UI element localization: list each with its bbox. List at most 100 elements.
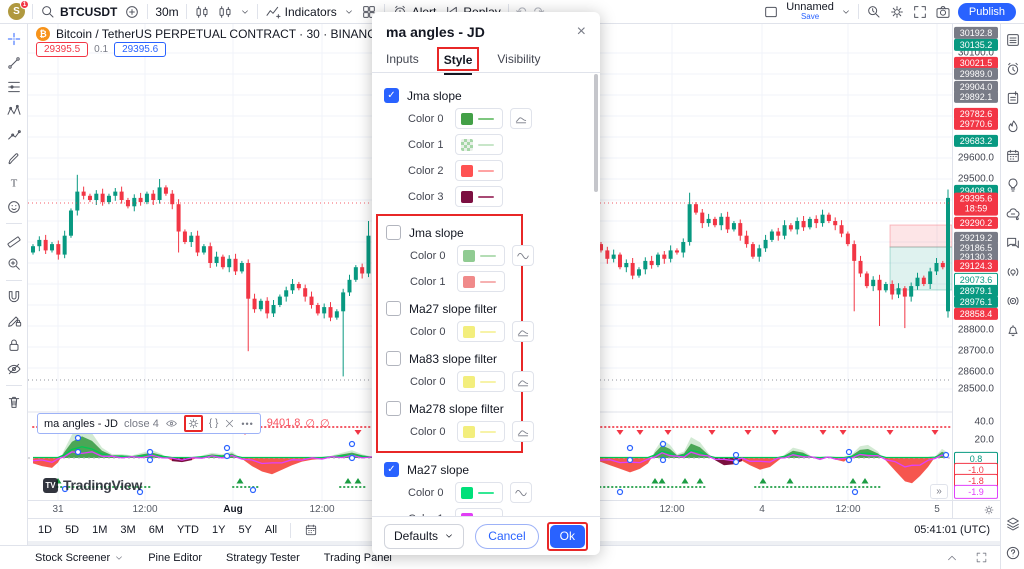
line-style-area-button[interactable]: [512, 371, 534, 392]
color-swatch-button[interactable]: [457, 371, 505, 392]
line-style-wave-button[interactable]: [512, 245, 534, 266]
emoji-tool[interactable]: [6, 199, 22, 215]
lock-all-tool[interactable]: [6, 337, 22, 353]
range-5Y[interactable]: 5Y: [238, 524, 252, 536]
ruler-tool[interactable]: [6, 232, 22, 248]
color-swatch-button[interactable]: [455, 160, 503, 181]
range-1Y[interactable]: 1Y: [211, 524, 226, 536]
watchlist-icon[interactable]: [1005, 32, 1021, 48]
chat-icon[interactable]: [1005, 235, 1021, 251]
indicators-button[interactable]: Indicators: [265, 4, 337, 20]
broadcast-icon[interactable]: [1005, 264, 1021, 280]
crosshair-tool[interactable]: [6, 31, 22, 47]
notes-icon[interactable]: [1005, 90, 1021, 106]
color-swatch-button[interactable]: [457, 321, 505, 342]
layout-save-control[interactable]: Unnamed Save: [786, 2, 834, 21]
symbol-search-button[interactable]: BTCUSDT: [40, 4, 117, 20]
remove-indicator-icon[interactable]: [224, 418, 235, 429]
interval-button[interactable]: 30m: [155, 4, 179, 19]
publish-button[interactable]: Publish: [957, 2, 1016, 21]
undo-icon[interactable]: ↶: [515, 3, 527, 19]
line-style-area-button[interactable]: [510, 108, 532, 129]
sell-price-button[interactable]: 29395.5: [36, 42, 89, 57]
checkbox-jma-slope[interactable]: [386, 225, 401, 240]
color-swatch-button[interactable]: [455, 508, 503, 516]
object-tree-icon[interactable]: [1005, 516, 1021, 532]
chevron-down-icon[interactable]: [841, 7, 851, 17]
line-style-area-button[interactable]: [512, 421, 534, 442]
trash-tool[interactable]: [6, 394, 22, 410]
checkbox-ma27-slope[interactable]: ✓: [384, 462, 399, 477]
scale-gear-icon[interactable]: [983, 504, 995, 516]
settings-gear-icon[interactable]: [889, 4, 905, 20]
compare-add-symbol-icon[interactable]: [124, 4, 140, 20]
quick-search-icon[interactable]: [866, 4, 882, 20]
range-5D[interactable]: 5D: [65, 524, 80, 536]
range-3M[interactable]: 3M: [120, 524, 136, 536]
indicator-legend-box[interactable]: ma angles - JD close 4 { } •••: [37, 413, 261, 434]
alerts-clock-icon[interactable]: [1005, 61, 1021, 77]
defaults-dropdown[interactable]: Defaults: [384, 523, 465, 549]
tab-inputs[interactable]: Inputs: [386, 52, 419, 66]
checkbox-ma83-slope-filter[interactable]: [386, 351, 401, 366]
snapshot-camera-icon[interactable]: [935, 4, 951, 20]
bell-icon[interactable]: [1005, 322, 1021, 338]
forecast-tool[interactable]: [6, 127, 22, 143]
bottom-tab-pine-editor[interactable]: Pine Editor: [148, 551, 203, 564]
range-6M[interactable]: 6M: [148, 524, 164, 536]
eye-icon[interactable]: [165, 417, 178, 430]
more-options-icon[interactable]: •••: [241, 418, 254, 429]
buy-price-button[interactable]: 29395.6: [114, 42, 167, 57]
dialog-scrollbar[interactable]: [594, 74, 598, 192]
chevron-down-icon[interactable]: [344, 7, 354, 17]
bottom-tab-stock-screener[interactable]: Stock Screener: [35, 552, 124, 564]
panel-expand-chevron-icon[interactable]: [945, 551, 959, 565]
layout-icon[interactable]: [763, 4, 779, 20]
hotlists-icon[interactable]: [1005, 119, 1021, 135]
drawing-pencil-lock-tool[interactable]: [6, 313, 22, 329]
indicator-templates-icon[interactable]: [361, 4, 377, 20]
cancel-button[interactable]: Cancel: [475, 523, 539, 549]
line-style-area-button[interactable]: [512, 321, 534, 342]
range-1M[interactable]: 1M: [92, 524, 108, 536]
calendar-icon[interactable]: [1005, 148, 1021, 164]
help-icon[interactable]: [1005, 545, 1021, 561]
trendline-tool[interactable]: [6, 55, 22, 71]
close-icon[interactable]: ×: [576, 23, 586, 40]
color-swatch-button[interactable]: [455, 482, 503, 503]
fullscreen-icon[interactable]: [912, 4, 928, 20]
indicator-settings-gear-icon[interactable]: [187, 417, 200, 430]
color-swatch-button[interactable]: [455, 186, 503, 207]
live-icon[interactable]: [1005, 293, 1021, 309]
tab-visibility[interactable]: Visibility: [497, 52, 541, 66]
ideas-icon[interactable]: [1005, 177, 1021, 193]
checkbox-jma-slope[interactable]: ✓: [384, 88, 399, 103]
color-swatch-button[interactable]: [455, 108, 503, 129]
magnet-tool[interactable]: [6, 289, 22, 305]
checkbox-ma278-slope-filter[interactable]: [386, 401, 401, 416]
chart-type-candles-icon[interactable]: [194, 4, 210, 20]
redo-icon[interactable]: ↷: [533, 3, 545, 19]
range-1D[interactable]: 1D: [38, 524, 53, 536]
checkbox-ma27-slope-filter[interactable]: [386, 301, 401, 316]
hide-all-tool[interactable]: [6, 361, 22, 377]
price-scale[interactable]: 30100.0 29600.0 29500.0 28800.0 28700.0 28600…: [952, 24, 1000, 500]
fib-retracement-tool[interactable]: [6, 79, 22, 95]
ok-button[interactable]: Ok: [549, 524, 585, 548]
range-YTD[interactable]: YTD: [176, 524, 199, 536]
color-swatch-button[interactable]: [457, 271, 505, 292]
color-swatch-button[interactable]: [457, 421, 505, 442]
tab-style[interactable]: Style: [443, 53, 473, 75]
panel-fullscreen-icon[interactable]: [975, 551, 988, 565]
xabcd-pattern-tool[interactable]: [6, 103, 22, 119]
zoom-in-tool[interactable]: [6, 256, 22, 272]
save-link[interactable]: Save: [800, 12, 820, 21]
bottom-tab-strategy-tester[interactable]: Strategy Tester: [226, 551, 300, 564]
chevron-down-icon[interactable]: [240, 7, 250, 17]
color-swatch-button[interactable]: [455, 134, 503, 155]
minds-icon[interactable]: [1005, 206, 1021, 222]
text-tool-tool[interactable]: T: [6, 175, 22, 191]
color-swatch-button[interactable]: [457, 245, 505, 266]
pane-collapse-button[interactable]: »: [930, 484, 948, 499]
session-clock[interactable]: 05:41:01 (UTC): [914, 524, 990, 536]
